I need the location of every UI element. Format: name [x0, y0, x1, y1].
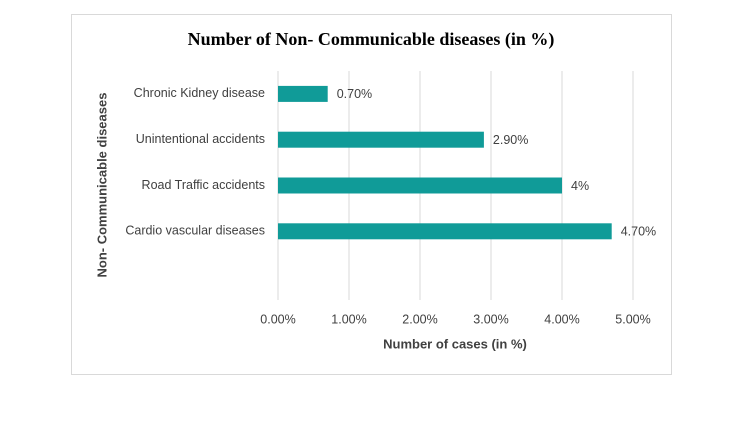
- bar: [278, 177, 562, 194]
- y-tick-label: Road Traffic accidents: [142, 178, 265, 192]
- bar: [278, 131, 484, 148]
- x-tick-label: 1.00%: [331, 312, 366, 326]
- x-tick-label: 3.00%: [473, 312, 508, 326]
- value-label: 2.90%: [493, 133, 528, 147]
- y-tick-label: Chronic Kidney disease: [134, 86, 265, 100]
- x-tick-label: 4.00%: [544, 312, 579, 326]
- y-tick-label: Unintentional accidents: [136, 132, 265, 146]
- y-axis-title: Non- Communicable diseases: [94, 93, 109, 278]
- chart-title: Number of Non- Communicable diseases (in…: [188, 29, 555, 50]
- x-tick-label: 2.00%: [402, 312, 437, 326]
- value-label: 4.70%: [621, 225, 656, 239]
- chart-frame: [71, 14, 672, 375]
- bar: [278, 223, 612, 240]
- bar: [278, 85, 328, 102]
- x-tick-label: 5.00%: [615, 312, 650, 326]
- value-label: 4%: [571, 179, 589, 193]
- x-axis-title: Number of cases (in %): [383, 336, 527, 351]
- x-tick-label: 0.00%: [260, 312, 295, 326]
- value-label: 0.70%: [337, 87, 372, 101]
- y-tick-label: Cardio vascular diseases: [125, 224, 265, 238]
